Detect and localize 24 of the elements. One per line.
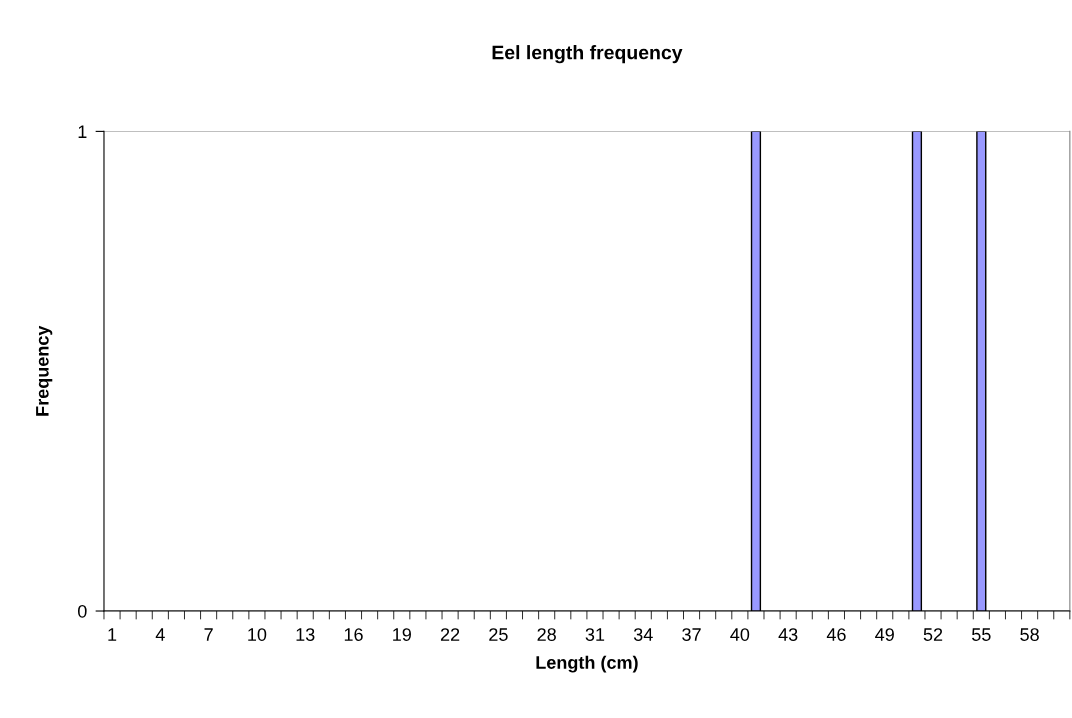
x-tick-label: 25 — [489, 628, 508, 641]
x-axis-title: Length (cm) — [536, 655, 638, 673]
x-tick-label: 1 — [108, 628, 117, 641]
x-tick-label: 28 — [537, 628, 556, 641]
x-tick-label: 49 — [875, 628, 894, 641]
x-tick-label: 46 — [826, 628, 846, 641]
x-tick-label: 37 — [682, 628, 701, 641]
x-tick-label: 7 — [204, 628, 213, 641]
x-tick-label: 19 — [393, 628, 411, 641]
y-axis-title: Frequency — [36, 325, 53, 416]
x-tick-label: 40 — [730, 628, 750, 641]
x-tick-label: 58 — [1020, 628, 1039, 641]
x-tick-label: 13 — [296, 628, 315, 641]
x-tick-label: 22 — [440, 628, 460, 641]
x-tick-label: 55 — [972, 628, 991, 641]
x-tick-label: 52 — [923, 628, 943, 641]
x-tick-label: 4 — [155, 628, 165, 641]
x-tick-label: 16 — [344, 628, 363, 641]
x-tick-label: 31 — [585, 628, 605, 641]
y-tick-label: 0 — [77, 604, 87, 618]
x-tick-label: 10 — [248, 628, 267, 641]
x-tick-label: 43 — [778, 628, 798, 641]
chart-title: Eel length frequency — [492, 45, 683, 64]
x-tick-label: 34 — [633, 628, 653, 641]
